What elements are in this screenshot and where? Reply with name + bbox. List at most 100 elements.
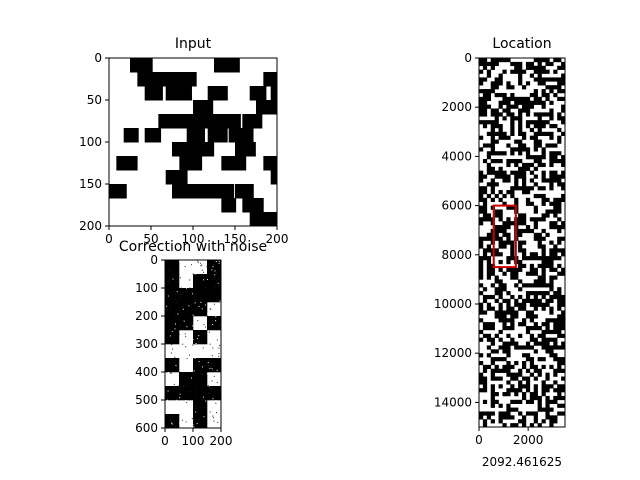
location-cell xyxy=(522,162,527,168)
location-cell xyxy=(557,306,562,311)
location-cell xyxy=(498,170,503,175)
location-cell xyxy=(541,333,546,338)
location-cell xyxy=(553,291,558,296)
location-cell xyxy=(498,190,503,195)
location-cell xyxy=(549,170,554,175)
location-cell xyxy=(514,302,519,307)
location-cell xyxy=(506,388,511,393)
location-cell xyxy=(549,100,554,105)
correction-cell xyxy=(165,330,180,345)
correction-noise xyxy=(178,386,180,388)
location-cell xyxy=(518,120,523,125)
location-cell xyxy=(482,368,488,373)
location-cell xyxy=(549,158,554,164)
correction-noise xyxy=(212,316,214,318)
location-cell xyxy=(479,256,484,261)
location-cell xyxy=(533,267,538,272)
correction-noise xyxy=(201,275,203,277)
location-cell xyxy=(545,263,550,269)
location-cell xyxy=(549,384,554,389)
location-cell xyxy=(494,392,499,397)
location-cell xyxy=(525,380,531,385)
location-cell xyxy=(510,96,515,102)
location-cell xyxy=(479,360,484,366)
location-cell xyxy=(502,193,507,199)
location-cell xyxy=(545,291,550,296)
location-cell xyxy=(494,291,499,296)
location-cell xyxy=(533,135,538,140)
location-cell xyxy=(518,306,523,311)
y-tick-label: 2000 xyxy=(441,100,472,114)
location-cell xyxy=(549,345,554,350)
location-cell xyxy=(533,395,538,401)
location-cell xyxy=(561,345,566,350)
correction-noise xyxy=(186,275,188,277)
location-cell xyxy=(502,116,507,121)
location-cell xyxy=(498,151,503,156)
correction-noise xyxy=(196,423,198,425)
location-cell xyxy=(502,345,507,350)
location-cell xyxy=(479,120,484,125)
correction-noise xyxy=(202,366,204,368)
correction-noise xyxy=(173,383,175,385)
location-cell xyxy=(518,322,523,327)
correction-noise xyxy=(214,274,216,276)
location-cell xyxy=(529,318,535,323)
location-cell xyxy=(494,112,499,117)
location-cell xyxy=(525,298,531,303)
correction-noise xyxy=(195,411,197,413)
location-cell xyxy=(553,275,558,280)
location-cell xyxy=(553,174,558,179)
location-cell xyxy=(502,96,507,102)
location-cell xyxy=(482,322,488,327)
location-cell xyxy=(522,147,527,152)
location-cell xyxy=(486,263,492,269)
correction-noise xyxy=(198,419,200,421)
location-cell xyxy=(502,357,507,362)
location-cell xyxy=(549,178,554,183)
location-cell xyxy=(494,174,499,179)
x-tick-label: 0 xyxy=(475,433,483,447)
location-cell xyxy=(482,92,488,98)
location-cell xyxy=(479,147,484,152)
location-cell xyxy=(557,236,562,241)
location-cell xyxy=(545,376,550,381)
location-cell xyxy=(506,112,511,117)
location-cell xyxy=(498,279,503,284)
location-cell xyxy=(561,104,566,109)
location-cell xyxy=(537,139,542,144)
location-cell xyxy=(553,213,558,218)
location-cell xyxy=(529,201,535,206)
location-cell xyxy=(549,162,554,168)
location-cell xyxy=(522,221,527,226)
location-cell xyxy=(502,368,507,373)
location-cell xyxy=(498,368,503,373)
location-cell xyxy=(533,96,538,102)
correction-noise xyxy=(218,425,220,427)
location-cell xyxy=(482,326,488,331)
location-cell xyxy=(486,151,492,156)
x-tick-label: 0 xyxy=(105,232,113,246)
correction-noise xyxy=(213,401,215,403)
location-cell xyxy=(502,100,507,105)
location-cell xyxy=(541,252,546,257)
location-cell xyxy=(510,116,515,121)
location-cell xyxy=(533,376,538,381)
location-cell xyxy=(502,131,507,136)
location-cell xyxy=(522,174,527,179)
location-cell xyxy=(553,341,558,346)
location-cell xyxy=(545,302,550,307)
location-cell xyxy=(561,236,566,241)
correction-noise xyxy=(192,423,194,425)
location-cell xyxy=(541,294,546,300)
location-cell xyxy=(537,302,542,307)
location-cell xyxy=(525,256,531,261)
location-cell xyxy=(553,151,558,156)
location-cell xyxy=(510,61,515,67)
location-cell xyxy=(529,127,535,133)
location-cell xyxy=(553,372,558,377)
input-cell xyxy=(158,72,181,87)
location-cell xyxy=(498,240,503,245)
location-cell xyxy=(494,77,499,82)
location-cell xyxy=(494,376,499,381)
